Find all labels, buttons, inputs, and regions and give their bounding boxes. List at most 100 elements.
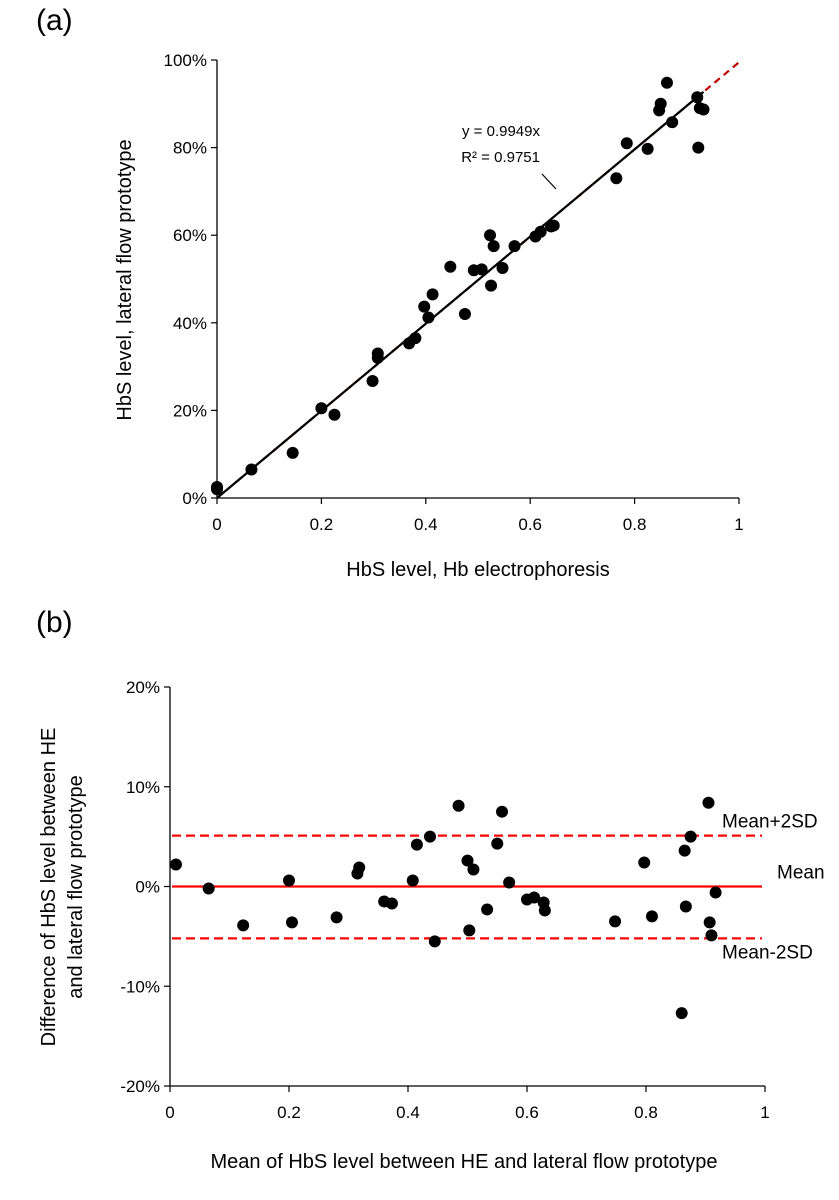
- panel-b-y-axis-title-line2: and lateral flow prototype: [65, 775, 87, 998]
- panel-b-data-point: [424, 830, 437, 843]
- panel-a-y-tick-label: 0%: [182, 489, 207, 508]
- panel-a-data-point: [245, 463, 258, 476]
- panel-b-data-point: [481, 903, 494, 916]
- panel-b-x-axis-title: Mean of HbS level between HE and lateral…: [211, 1151, 718, 1173]
- trendline-r2: R² = 0.9751: [461, 149, 540, 166]
- panel-a-data-point: [458, 308, 471, 321]
- panel-a-data-point: [654, 97, 667, 110]
- panel-b-x-tick-label: 0.6: [515, 1103, 539, 1122]
- panel-b-label: (b): [36, 606, 73, 639]
- panel-b-data-point: [467, 863, 480, 876]
- panel-b-data-point: [684, 830, 697, 843]
- panel-b-data-point: [353, 861, 366, 874]
- panel-a-data-point: [475, 263, 488, 276]
- panel-a-y-tick-label: 100%: [164, 51, 207, 70]
- panel-a-data-point: [641, 142, 654, 155]
- panel-b-data-point: [463, 924, 476, 937]
- panel-a-data-point: [422, 311, 435, 324]
- reference-label-mean: Mean: [777, 863, 825, 884]
- panel-b-x-tick-label: 0.8: [634, 1103, 658, 1122]
- panel-a-data-point: [484, 229, 497, 242]
- panel-a-data-point: [534, 225, 547, 238]
- panel-a-data-point: [426, 288, 439, 301]
- panel-b-data-point: [705, 929, 718, 942]
- panel-a-x-tick-label: 0.2: [310, 515, 334, 534]
- panel-b-data-point: [609, 915, 622, 928]
- panel-a-data-point: [660, 76, 673, 89]
- panel-a-data-point: [315, 402, 328, 415]
- panel-b-data-point: [406, 874, 419, 887]
- panel-a-data-point: [444, 260, 457, 273]
- panel-b-data-point: [538, 904, 551, 917]
- panel-a-data-point: [371, 347, 384, 360]
- panel-a-data-point: [691, 91, 704, 104]
- panel-b-x-tick-label: 0: [165, 1103, 174, 1122]
- panel-a-x-axis-title: HbS level, Hb electrophoresis: [346, 559, 609, 581]
- panel-b-data-point: [169, 858, 182, 871]
- panel-b-x-tick-label: 0.2: [277, 1103, 301, 1122]
- panel-b-data-point: [638, 856, 651, 869]
- panel-b-y-tick-label: -10%: [120, 977, 160, 996]
- panel-a-data-point: [547, 219, 560, 232]
- panel-a-data-point: [508, 240, 521, 253]
- panel-a-x-tick-label: 0.8: [623, 515, 647, 534]
- panel-b-data-point: [645, 910, 658, 923]
- panel-b-data-point: [283, 874, 295, 887]
- panel-b-data-point: [496, 805, 509, 818]
- panel-b-data-point: [703, 916, 716, 929]
- panel-a-y-tick-label: 40%: [173, 314, 207, 333]
- panel-a-data-point: [418, 300, 431, 313]
- panel-b-data-point: [202, 882, 215, 895]
- panel-b-x-tick-label: 0.4: [396, 1103, 420, 1122]
- panel-a-data-point: [666, 116, 679, 129]
- reference-label-mean-2sd: Mean+2SD: [722, 812, 818, 833]
- panel-a-data-point: [487, 240, 500, 253]
- panel-a-data-point: [409, 332, 422, 345]
- panel-a-data-point: [692, 141, 705, 154]
- panel-a-data-point: [328, 408, 341, 421]
- panel-a-y-tick-label: 80%: [173, 139, 207, 158]
- panel-b: (b) Mean of HbS level between HE and lat…: [36, 606, 825, 1173]
- panel-b-x-tick-label: 1: [760, 1103, 769, 1122]
- panel-b-data-point: [461, 854, 474, 867]
- panel-a-data-point: [211, 481, 223, 494]
- panel-b-data-point: [709, 886, 722, 899]
- trendline-label-leader: [541, 173, 557, 190]
- panel-b-data-point: [679, 900, 692, 913]
- panel-b-data-point: [528, 891, 541, 904]
- panel-b-data-point: [385, 897, 398, 910]
- panel-a-data-point: [610, 172, 623, 185]
- panel-b-data-point: [237, 919, 250, 932]
- panel-a-x-tick-label: 1: [734, 515, 743, 534]
- panel-b-plot-area: 0 0.2 0.4 0.6 0.8 1 20% 10% 0% -10% -20% Mean+2SD Me…: [120, 678, 824, 1122]
- panel-a: (a) HbS level, Hb electrophoresis HbS le…: [36, 4, 744, 581]
- panel-b-data-point: [285, 916, 298, 929]
- panel-a-plot-area: 0 0.2 0.4 0.6 0.8 1 0% 20% 40% 60% 80% 100%: [164, 51, 744, 534]
- panel-a-y-tick-label: 60%: [173, 226, 207, 245]
- panel-b-data-point: [675, 1007, 688, 1020]
- panel-a-y-axis-title: HbS level, lateral flow prototype: [114, 139, 136, 420]
- panel-b-y-tick-label: 20%: [126, 678, 160, 697]
- panel-b-data-point: [702, 796, 715, 809]
- panel-a-label: (a): [36, 4, 73, 37]
- panel-a-x-tick-label: 0.6: [518, 515, 542, 534]
- panel-a-x-tick-label: 0.4: [414, 515, 438, 534]
- panel-b-data-point: [330, 911, 343, 924]
- panel-b-data-point: [410, 838, 423, 851]
- panel-b-y-axis-title-line1: Difference of HbS level between HE: [38, 728, 60, 1047]
- trendline: [216, 91, 705, 499]
- panel-b-data-point: [428, 935, 441, 948]
- panel-a-x-tick-label: 0: [212, 515, 221, 534]
- panel-b-data-point: [678, 844, 691, 857]
- panel-b-data-point: [503, 876, 516, 889]
- panel-b-data-point: [491, 837, 504, 850]
- trendline-equation: y = 0.9949x: [462, 123, 540, 140]
- panel-b-y-tick-label: 0%: [135, 878, 160, 897]
- panel-b-data-point: [452, 799, 465, 812]
- panel-a-data-point: [496, 262, 509, 275]
- panel-a-data-point: [620, 137, 633, 150]
- panel-a-y-tick-label: 20%: [173, 401, 207, 420]
- reference-label-mean-2sd: Mean-2SD: [722, 942, 813, 963]
- panel-a-data-point: [485, 279, 498, 292]
